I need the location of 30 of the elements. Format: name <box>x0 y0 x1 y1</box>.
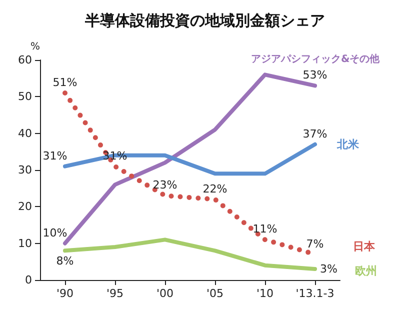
data-label: 51% <box>52 76 78 89</box>
y-tick-label: 10 <box>18 236 32 250</box>
x-tick-label: '00 <box>156 287 174 300</box>
data-label: 37% <box>302 127 328 140</box>
series-label: アジアパシフィック&その他 <box>251 53 381 66</box>
y-tick-label: 40 <box>18 126 32 140</box>
y-tick-label: 0 <box>25 274 32 286</box>
data-label: 7% <box>306 237 324 250</box>
data-label: 10% <box>42 226 68 240</box>
chart-title: 半導体設備投資の地域別金額シェア <box>84 12 325 30</box>
text: 日本 <box>353 240 376 253</box>
data-label: 8% <box>56 254 74 268</box>
y-axis-title: % <box>30 42 40 52</box>
x-tick-label: '90 <box>56 287 74 300</box>
x-tick-label: '13.1-3 <box>296 287 334 300</box>
data-label: 22% <box>202 182 228 196</box>
data-label: 53% <box>302 68 328 82</box>
y-tick-label: 50 <box>18 90 32 104</box>
series-label: 北米 <box>336 138 360 151</box>
y-tick-label: 30 <box>18 164 32 176</box>
y-tick-label: 20 <box>18 200 32 214</box>
x-tick-label: '95 <box>106 287 124 300</box>
data-label: 31% <box>42 149 68 162</box>
data-label: 23% <box>152 178 178 192</box>
text: 欧州 <box>355 264 377 278</box>
data-label: 3% <box>320 262 338 276</box>
y-tick-label: 60 <box>18 54 32 66</box>
data-label: 11% <box>252 222 278 236</box>
x-tick-label: '05 <box>206 287 224 300</box>
x-tick-label: '10 <box>256 287 274 300</box>
